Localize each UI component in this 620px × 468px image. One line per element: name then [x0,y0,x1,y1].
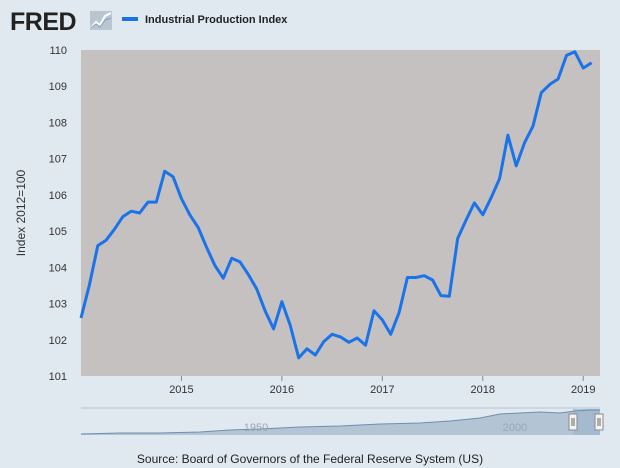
y-tick-label: 106 [49,190,67,202]
y-tick-label: 110 [49,45,67,57]
y-tick-label: 101 [49,371,67,383]
series-layer [79,50,593,360]
y-tick-label: 108 [49,117,67,129]
x-tick-label: 2015 [169,384,193,396]
navigator-left-handle[interactable] [568,413,578,431]
range-navigator[interactable]: 1950 2000 [80,407,604,435]
y-axis: 101 102 103 104 105 106 107 108 109 110 [49,45,67,383]
x-tick-label: 2016 [270,384,294,396]
x-tick-label: 2017 [370,384,394,396]
legend[interactable]: Industrial Production Index [122,14,288,26]
y-axis-label: Index 2012=100 [14,169,28,256]
navigator-overview-area [81,410,600,435]
source-note: Source: Board of Governors of the Federa… [137,452,483,466]
navigator-label-1950: 1950 [244,422,268,434]
y-tick-label: 104 [49,262,67,274]
plot-area[interactable] [81,50,600,376]
logo-graph-icon [90,11,112,30]
navigator-right-handle[interactable] [594,413,604,431]
x-tick-label: 2018 [471,384,495,396]
series-line-industrial-production-index[interactable] [79,50,593,360]
fred-logo-text: FRED [10,8,76,36]
y-tick-label: 102 [49,335,67,347]
navigator-overview-line [80,409,600,435]
y-tick-label: 109 [49,81,67,93]
fred-logo[interactable]: FRED [10,8,112,36]
x-tick-label: 2019 [571,384,595,396]
y-tick-label: 107 [49,154,67,166]
y-tick-label: 103 [49,299,67,311]
y-tick-label: 105 [49,226,67,238]
navigator-label-2000: 2000 [503,422,527,434]
legend-label: Industrial Production Index [145,14,288,26]
x-axis: 2015 2016 2017 2018 2019 [169,376,595,396]
